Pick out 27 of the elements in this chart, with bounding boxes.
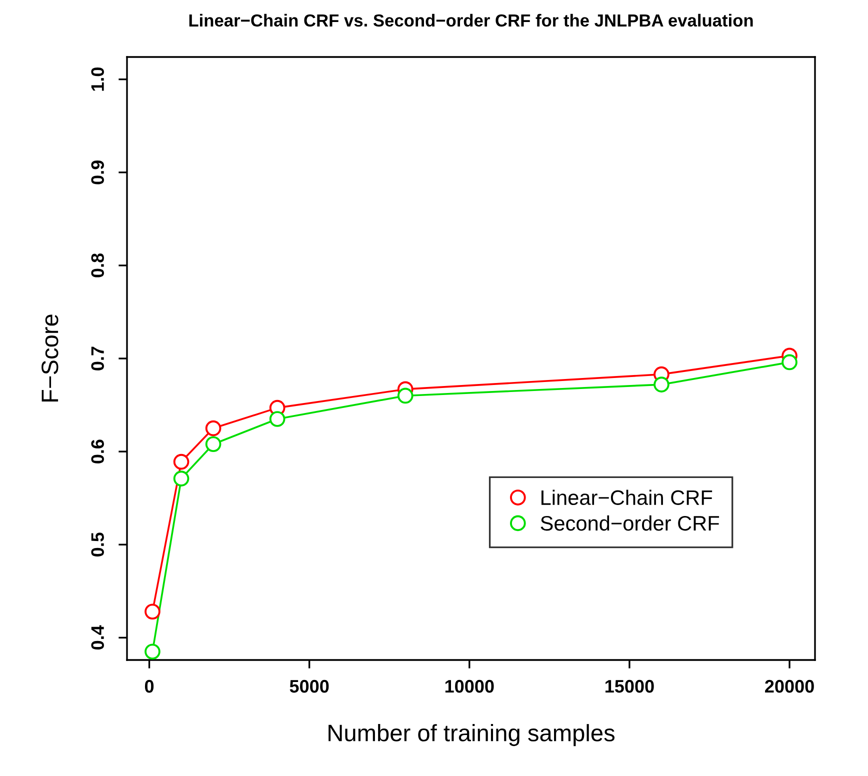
point (144, 604, 160, 620)
legend-label: Linear−Chain CRF (541, 490, 712, 506)
y-axis-title: F−Score (42, 314, 58, 402)
y-tick-label: 0.7 (91, 346, 104, 370)
point (173, 470, 190, 486)
point (144, 644, 160, 660)
point (269, 411, 286, 427)
chart-title: Linear−Chain CRF vs. Second−order CRF for the JNLPBA evaluation (189, 14, 753, 27)
y-tick-label: 0.4 (91, 625, 104, 650)
point (205, 420, 222, 436)
x-tick-label: 0 (144, 680, 154, 693)
y-tick-label: 0.8 (91, 253, 104, 278)
point (173, 454, 190, 470)
x-tick-label: 15000 (605, 680, 654, 693)
y-tick-label: 0.9 (91, 160, 104, 184)
y-tick-label: 0.5 (91, 532, 104, 556)
x-tick-label: 5000 (290, 680, 329, 693)
y-tick-label: 0.6 (91, 440, 104, 464)
x-tick-label: 20000 (765, 680, 814, 693)
point (205, 436, 222, 452)
legend-label: Second−order CRF (540, 515, 720, 531)
point (654, 376, 670, 392)
x-axis-title: Number of training samples (328, 724, 615, 746)
point (782, 354, 798, 370)
point (397, 388, 414, 404)
y-tick-label: 1.0 (91, 68, 104, 91)
x-tick-label: 10000 (445, 680, 494, 693)
